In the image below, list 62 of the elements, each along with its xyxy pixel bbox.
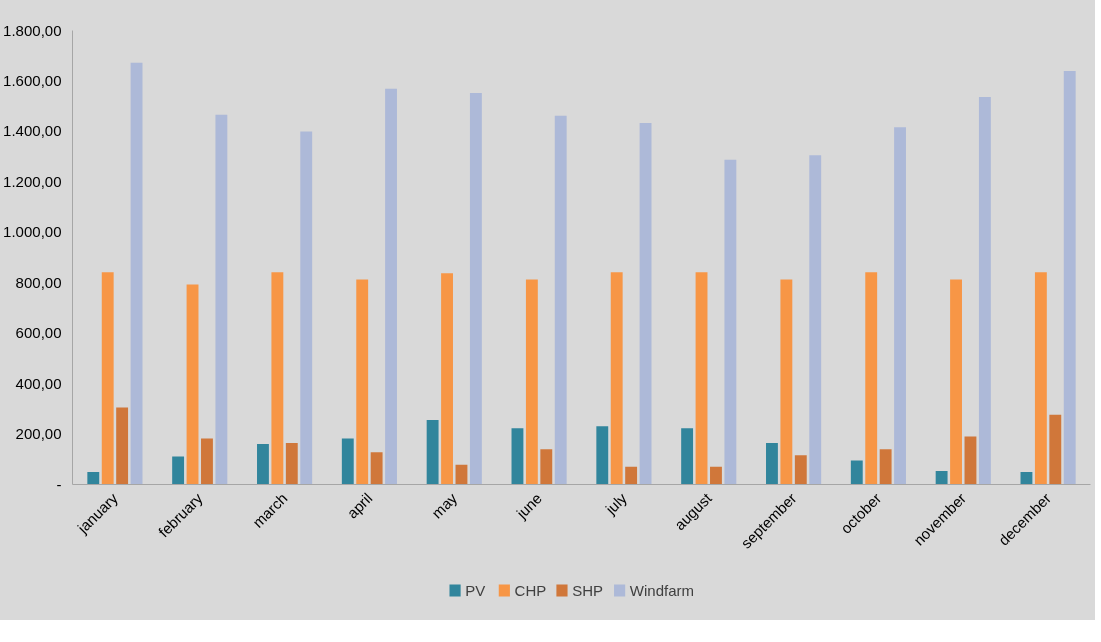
legend-label: Windfarm — [629, 582, 695, 599]
y-tick-label: 1.000,00 — [3, 223, 62, 241]
y-tick-label: 1.200,00 — [3, 172, 62, 190]
bar — [215, 114, 228, 485]
bar — [356, 279, 369, 485]
y-tick-label: 400,00 — [15, 374, 62, 392]
bar — [794, 455, 807, 485]
bar — [879, 449, 892, 485]
bar — [426, 419, 439, 485]
y-tick-label: 200,00 — [15, 425, 62, 443]
bar — [639, 123, 652, 485]
x-tick-label: may — [428, 489, 461, 522]
bar — [935, 470, 948, 485]
bar — [385, 88, 397, 485]
bar — [865, 272, 878, 485]
bar — [511, 428, 524, 485]
bar — [540, 449, 553, 485]
bar — [257, 443, 269, 485]
bar — [596, 426, 609, 485]
bar — [87, 471, 100, 485]
bar — [172, 456, 185, 485]
bar — [625, 466, 638, 485]
y-tick-label: 1.800,00 — [3, 21, 62, 39]
bar — [850, 460, 863, 485]
bar — [201, 438, 213, 485]
bar — [271, 272, 284, 485]
bar — [681, 428, 694, 485]
bar — [186, 284, 199, 485]
x-tick-label: july — [601, 489, 631, 519]
y-tick-label: 1.600,00 — [3, 71, 62, 89]
bar — [964, 436, 977, 485]
y-tick-label: 800,00 — [15, 273, 62, 291]
bar — [441, 273, 453, 485]
bar — [1034, 272, 1047, 485]
bar — [469, 93, 482, 485]
bar — [116, 407, 129, 485]
bar — [1049, 414, 1062, 485]
legend-label: PV — [465, 582, 486, 599]
bar — [695, 272, 708, 485]
bar — [300, 131, 313, 485]
legend-label: CHP — [514, 582, 547, 599]
bar — [370, 452, 383, 485]
bar — [950, 279, 962, 485]
y-tick-label: 600,00 — [15, 324, 62, 342]
bar — [894, 127, 906, 485]
bar — [809, 155, 822, 485]
y-tick-label: - — [56, 475, 62, 493]
y-tick-label: 1.400,00 — [3, 122, 62, 140]
bar — [101, 272, 114, 485]
bar — [341, 438, 354, 485]
bar — [780, 279, 793, 485]
bar — [766, 442, 778, 485]
bar — [554, 115, 567, 485]
bar — [130, 62, 143, 485]
bar — [610, 272, 623, 485]
bar — [724, 159, 737, 485]
bar — [525, 279, 538, 485]
bar — [710, 466, 722, 485]
bar — [1063, 71, 1076, 485]
legend-label: SHP — [572, 582, 604, 599]
bar — [285, 442, 298, 485]
bar — [978, 97, 991, 485]
